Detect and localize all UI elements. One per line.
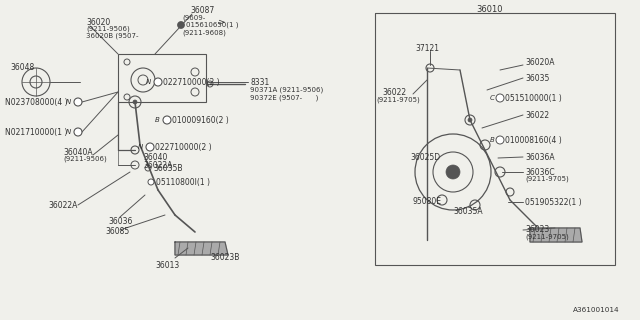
Circle shape [177, 21, 184, 28]
Text: 36035B: 36035B [153, 164, 182, 172]
Text: 051510000(1 ): 051510000(1 ) [505, 93, 562, 102]
Text: N: N [66, 99, 71, 105]
Text: N: N [66, 129, 71, 135]
Circle shape [146, 143, 154, 151]
Text: 015610650(1 ): 015610650(1 ) [186, 22, 239, 28]
Circle shape [496, 94, 504, 102]
Text: 95080E: 95080E [412, 197, 441, 206]
Text: 36013: 36013 [156, 260, 180, 269]
Circle shape [133, 100, 137, 104]
Text: 36020: 36020 [86, 18, 110, 27]
Text: 36010: 36010 [477, 4, 503, 13]
Text: >: > [218, 18, 226, 27]
Text: 36035: 36035 [525, 74, 549, 83]
Circle shape [163, 116, 171, 124]
Text: N023708000(4 ): N023708000(4 ) [5, 98, 68, 107]
Text: 36036: 36036 [108, 218, 132, 227]
Text: (9609-: (9609- [182, 15, 205, 21]
Text: 90371A (9211-9506): 90371A (9211-9506) [250, 87, 323, 93]
Text: B: B [490, 137, 495, 143]
Text: 90372E (9507-      ): 90372E (9507- ) [250, 95, 318, 101]
Text: (9211-9506): (9211-9506) [86, 26, 130, 32]
Text: 36040A: 36040A [63, 148, 93, 156]
Text: 010008160(4 ): 010008160(4 ) [505, 135, 562, 145]
Circle shape [154, 78, 162, 86]
Text: 36025D: 36025D [410, 153, 440, 162]
Text: 8331: 8331 [250, 77, 269, 86]
Text: (9211-9705): (9211-9705) [376, 97, 420, 103]
Text: 36035A: 36035A [453, 207, 483, 217]
Text: 010009160(2 ): 010009160(2 ) [172, 116, 228, 124]
Text: N021710000(1 ): N021710000(1 ) [5, 127, 67, 137]
Circle shape [496, 136, 504, 144]
Polygon shape [175, 242, 228, 255]
Text: 36022: 36022 [525, 110, 549, 119]
Text: N: N [138, 144, 143, 150]
Text: 36036A: 36036A [525, 153, 555, 162]
Text: 36087: 36087 [190, 5, 214, 14]
Text: (9211-9608): (9211-9608) [182, 30, 226, 36]
Text: 36022: 36022 [382, 87, 406, 97]
Circle shape [74, 128, 82, 136]
Text: 36022A: 36022A [143, 161, 172, 170]
Circle shape [74, 98, 82, 106]
Text: 022710000(2 ): 022710000(2 ) [163, 77, 220, 86]
Text: 36048: 36048 [10, 62, 35, 71]
Circle shape [148, 179, 154, 185]
Text: 36036C: 36036C [525, 167, 555, 177]
Polygon shape [530, 228, 582, 242]
Text: 36023B: 36023B [210, 253, 239, 262]
Text: 05110800l(1 ): 05110800l(1 ) [156, 178, 210, 187]
Text: C: C [490, 95, 495, 101]
Text: 37121: 37121 [415, 44, 439, 52]
Text: (9211-9506): (9211-9506) [63, 156, 107, 162]
Text: B: B [156, 117, 160, 123]
Bar [118, 54, 206, 102]
Circle shape [446, 165, 460, 179]
Circle shape [468, 118, 472, 122]
Text: 36022A: 36022A [48, 201, 77, 210]
Text: (9211-9705): (9211-9705) [525, 234, 569, 240]
Text: (9211-9705): (9211-9705) [525, 176, 569, 182]
Bar [375, 13, 615, 265]
Text: 36020A: 36020A [525, 58, 554, 67]
Text: 36023: 36023 [525, 226, 549, 235]
Text: 022710000(2 ): 022710000(2 ) [155, 142, 212, 151]
Text: N: N [146, 79, 151, 85]
Text: 36040: 36040 [143, 153, 168, 162]
Text: 051905322(1 ): 051905322(1 ) [525, 197, 582, 206]
Text: 36085: 36085 [105, 228, 129, 236]
Text: A361001014: A361001014 [573, 307, 620, 313]
Text: 36020B (9507-: 36020B (9507- [86, 33, 138, 39]
